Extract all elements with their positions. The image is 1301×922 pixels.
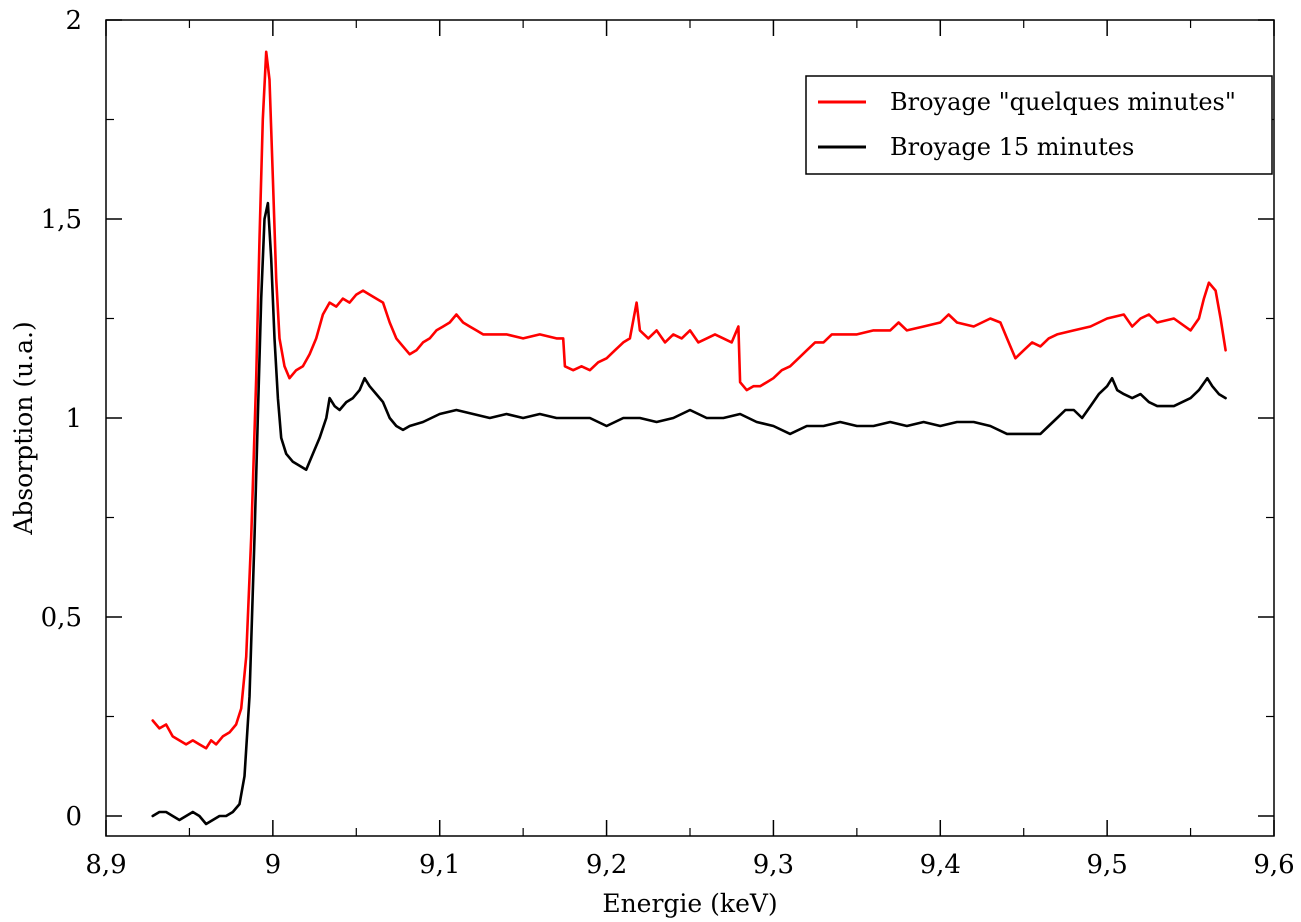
series-line-2: [151, 201, 1227, 826]
x-tick-label: 9: [265, 850, 282, 880]
y-tick-label: 0: [65, 802, 82, 832]
y-axis-ticks: 0 0,5 1 1,5 2: [41, 6, 1274, 832]
x-tick-label: 8,9: [85, 850, 126, 880]
y-axis-label: Absorption (u.a.): [9, 321, 38, 535]
x-axis-ticks: 8,9 9 9,1 9,2 9,3 9,4 9,5 9,6: [85, 20, 1295, 880]
x-tick-label: 9,4: [920, 850, 961, 880]
x-tick-label: 9,5: [1086, 850, 1127, 880]
legend-label-series-1: Broyage "quelques minutes": [890, 88, 1236, 116]
y-tick-label: 1,5: [41, 205, 82, 235]
legend: Broyage "quelques minutes" Broyage 15 mi…: [805, 75, 1273, 175]
legend-box: [805, 75, 1273, 175]
x-tick-label: 9,2: [586, 850, 627, 880]
x-tick-label: 9,3: [753, 850, 794, 880]
x-tick-label: 9,1: [419, 850, 460, 880]
y-tick-label: 2: [65, 6, 82, 36]
x-tick-label: 9,6: [1253, 850, 1294, 880]
y-tick-label: 0,5: [41, 603, 82, 633]
x-axis-label: Energie (keV): [602, 889, 777, 918]
series-layer: [151, 50, 1227, 826]
legend-label-series-2: Broyage 15 minutes: [890, 133, 1134, 161]
series-line-1: [151, 50, 1227, 750]
y-tick-label: 1: [65, 404, 82, 434]
